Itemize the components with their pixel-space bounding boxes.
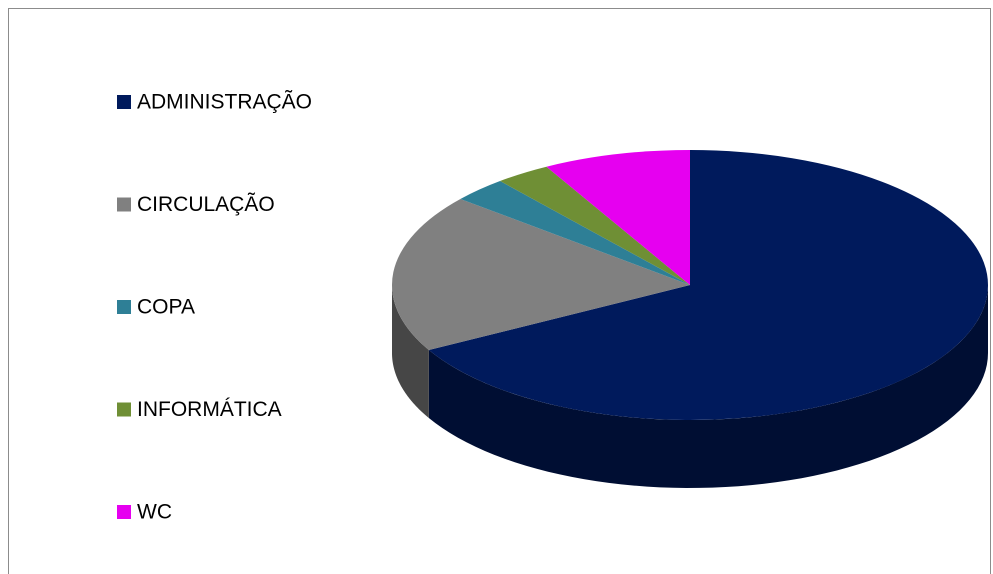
legend-swatch [117, 402, 131, 417]
pie-slice [428, 150, 988, 420]
legend-swatch [117, 197, 131, 212]
legend-label: ADMINISTRAÇÃO [137, 90, 312, 114]
legend-label: INFORMÁTICA [137, 398, 282, 421]
legend-label: COPA [137, 296, 195, 319]
pie-slice-side [392, 285, 429, 419]
pie-slice [392, 198, 690, 351]
legend-swatch [117, 505, 131, 519]
legend-label: WC [137, 501, 172, 524]
pie-slice [460, 180, 690, 285]
legend-label: CIRCULAÇÃO [137, 192, 275, 216]
pie-slice [500, 166, 690, 285]
legend-swatch [117, 300, 131, 314]
legend-swatch [117, 95, 131, 109]
pie-slice [546, 150, 690, 285]
pie-slice-side [428, 285, 988, 488]
